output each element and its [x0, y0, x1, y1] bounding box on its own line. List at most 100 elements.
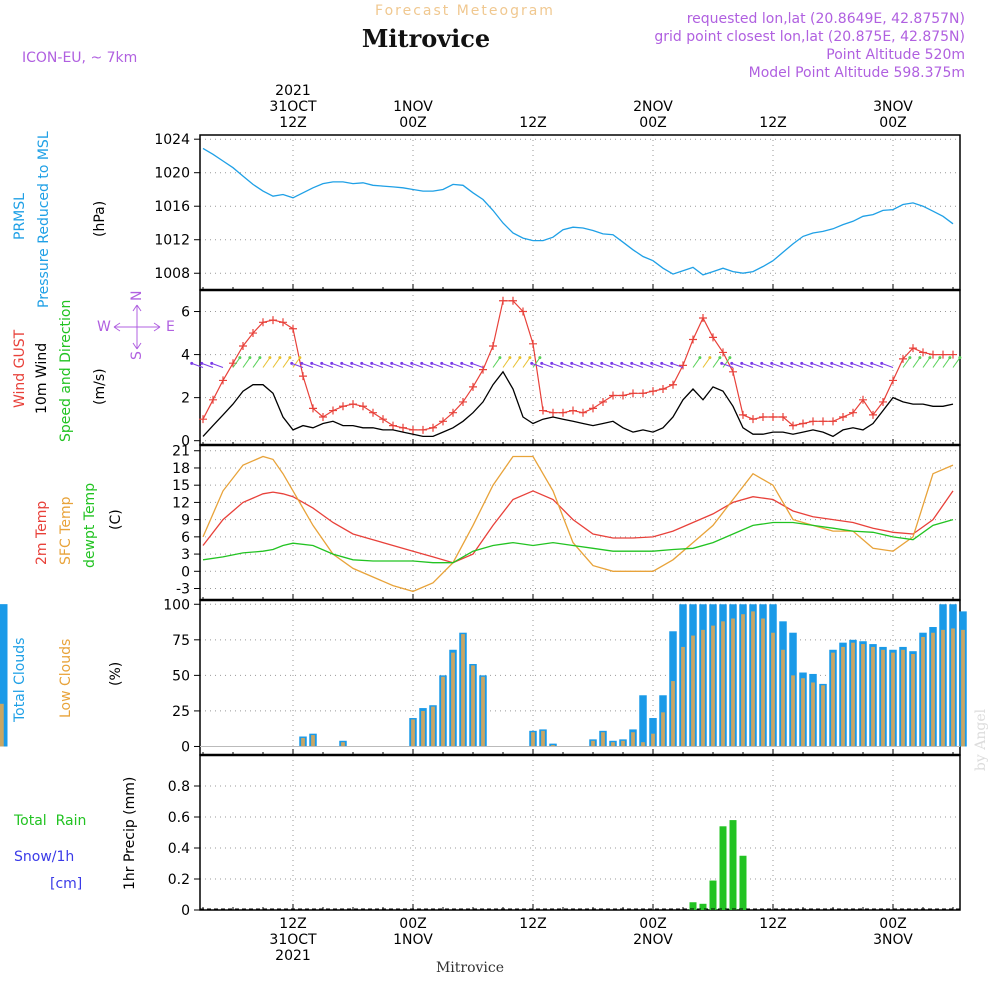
wind-arrow-head	[210, 361, 214, 365]
panel-frame	[199, 754, 961, 911]
gust-point	[769, 413, 777, 422]
gust-line	[202, 300, 953, 431]
wind-arrow	[451, 362, 464, 368]
temp2m-line	[202, 490, 954, 564]
compass-n: N	[129, 291, 145, 301]
gust-point	[519, 307, 527, 316]
wind-arrow	[492, 357, 501, 368]
wind-arrow-head	[410, 361, 414, 365]
wind-arrow	[702, 357, 711, 368]
top-axis-label: 00Z	[879, 115, 906, 131]
wind-arrow-head	[730, 361, 734, 365]
wind-arrow	[331, 362, 344, 368]
wind-arrow	[321, 362, 334, 368]
wind-arrow-head	[800, 361, 804, 365]
wind-arrow-head	[290, 361, 294, 365]
wind-arrow	[722, 357, 731, 368]
wind-arrow	[761, 362, 774, 368]
temp-panel-labels: 2m Temp SFC Temp dewpt Temp (C)	[34, 483, 124, 568]
y-tick-label: 1016	[154, 199, 190, 215]
supertitle: Forecast Meteogram	[375, 3, 555, 19]
wind-arrow	[461, 362, 474, 368]
wind-arrow-head	[750, 361, 754, 365]
wind-arrow	[631, 362, 644, 368]
y-tick-label: 21	[172, 444, 190, 460]
wind-arrow	[282, 357, 291, 368]
gust-point	[269, 316, 277, 325]
low-cloud-bar	[651, 733, 655, 747]
label-snow-unit: [cm]	[50, 876, 82, 892]
wind-arrow	[942, 357, 951, 368]
low-cloud-bar	[791, 675, 795, 747]
wind-arrow-head	[670, 361, 674, 365]
wind-arrow-head	[580, 361, 584, 365]
wind-arrow-head	[460, 361, 464, 365]
rain-bar	[739, 855, 747, 910]
low-cloud-bar	[931, 632, 935, 747]
wind-arrow	[621, 362, 634, 368]
y-tick-label: 0	[181, 903, 190, 919]
gust-point	[689, 335, 697, 344]
wind-arrow-head	[880, 361, 884, 365]
wind-arrow	[721, 362, 734, 368]
gust-point	[699, 313, 707, 322]
wind-arrow-head	[238, 356, 242, 360]
wind-arrow-head	[660, 361, 664, 365]
low-cloud-bar	[831, 652, 835, 747]
label-2m-temp: 2m Temp	[34, 501, 50, 565]
y-tick-label: 0.4	[168, 841, 190, 857]
wind-arrow	[611, 362, 624, 368]
wind-arrow-head	[630, 361, 634, 365]
wind-arrow	[421, 362, 434, 368]
wind-arrow	[712, 357, 721, 368]
wind-arrow	[902, 357, 911, 368]
y-tick-label: 9	[181, 513, 190, 529]
y-tick-label: 6	[181, 530, 190, 546]
wind-arrow	[731, 362, 744, 368]
gust-point	[509, 296, 517, 305]
gust-point	[409, 425, 417, 434]
low-cloud-bar	[711, 625, 715, 747]
label-10m-wind: 10m Wind	[34, 343, 50, 414]
gust-point	[649, 387, 657, 396]
gust-point	[339, 402, 347, 411]
precip-panel-labels: Total Rain Snow/1h [cm] 1hr Precip (mm)	[13, 777, 138, 892]
footer-station: Mitrovice	[436, 960, 504, 976]
low-cloud-bar	[631, 732, 635, 747]
gust-point	[319, 413, 327, 422]
panel-4: 0 0.2 0.4 0.6 0.8	[168, 754, 961, 919]
wind-arrow-head	[600, 361, 604, 365]
page-title: Mitrovice	[362, 24, 490, 53]
low-cloud-bar	[861, 644, 865, 747]
top-axis-label: 3NOV	[873, 99, 913, 115]
low-cloud-bar	[451, 652, 455, 747]
bottom-axis-label: 12Z	[759, 916, 786, 932]
prmsl-line	[202, 147, 954, 276]
gust-point	[289, 324, 297, 333]
bottom-axis-label: 00Z	[879, 916, 906, 932]
wind-arrow-head	[190, 361, 194, 365]
rain-bar	[729, 820, 737, 910]
top-axis-label: 2021	[275, 83, 311, 99]
wind-arrow	[401, 362, 414, 368]
wind-arrow	[272, 357, 281, 368]
wind-arrow	[361, 362, 374, 368]
low-cloud-bar	[871, 646, 875, 747]
wind-arrow-head	[300, 361, 304, 365]
wind-arrow	[571, 362, 584, 368]
y-tick-label: 100	[163, 597, 190, 613]
wind-arrow	[581, 362, 594, 368]
wind-arrow-head	[860, 361, 864, 365]
wind-arrow	[232, 357, 241, 368]
wind-arrow	[841, 362, 854, 368]
wind-arrow-head	[258, 356, 262, 360]
wind-arrow-head	[330, 361, 334, 365]
wind-direction-arrows	[190, 356, 962, 368]
y-tick-label: -3	[176, 582, 190, 598]
wind-arrow	[211, 362, 224, 368]
gust-point	[679, 361, 687, 370]
gust-point	[659, 385, 667, 394]
gust-point	[919, 348, 927, 357]
gust-point	[749, 415, 757, 424]
wind-arrow-head	[760, 361, 764, 365]
